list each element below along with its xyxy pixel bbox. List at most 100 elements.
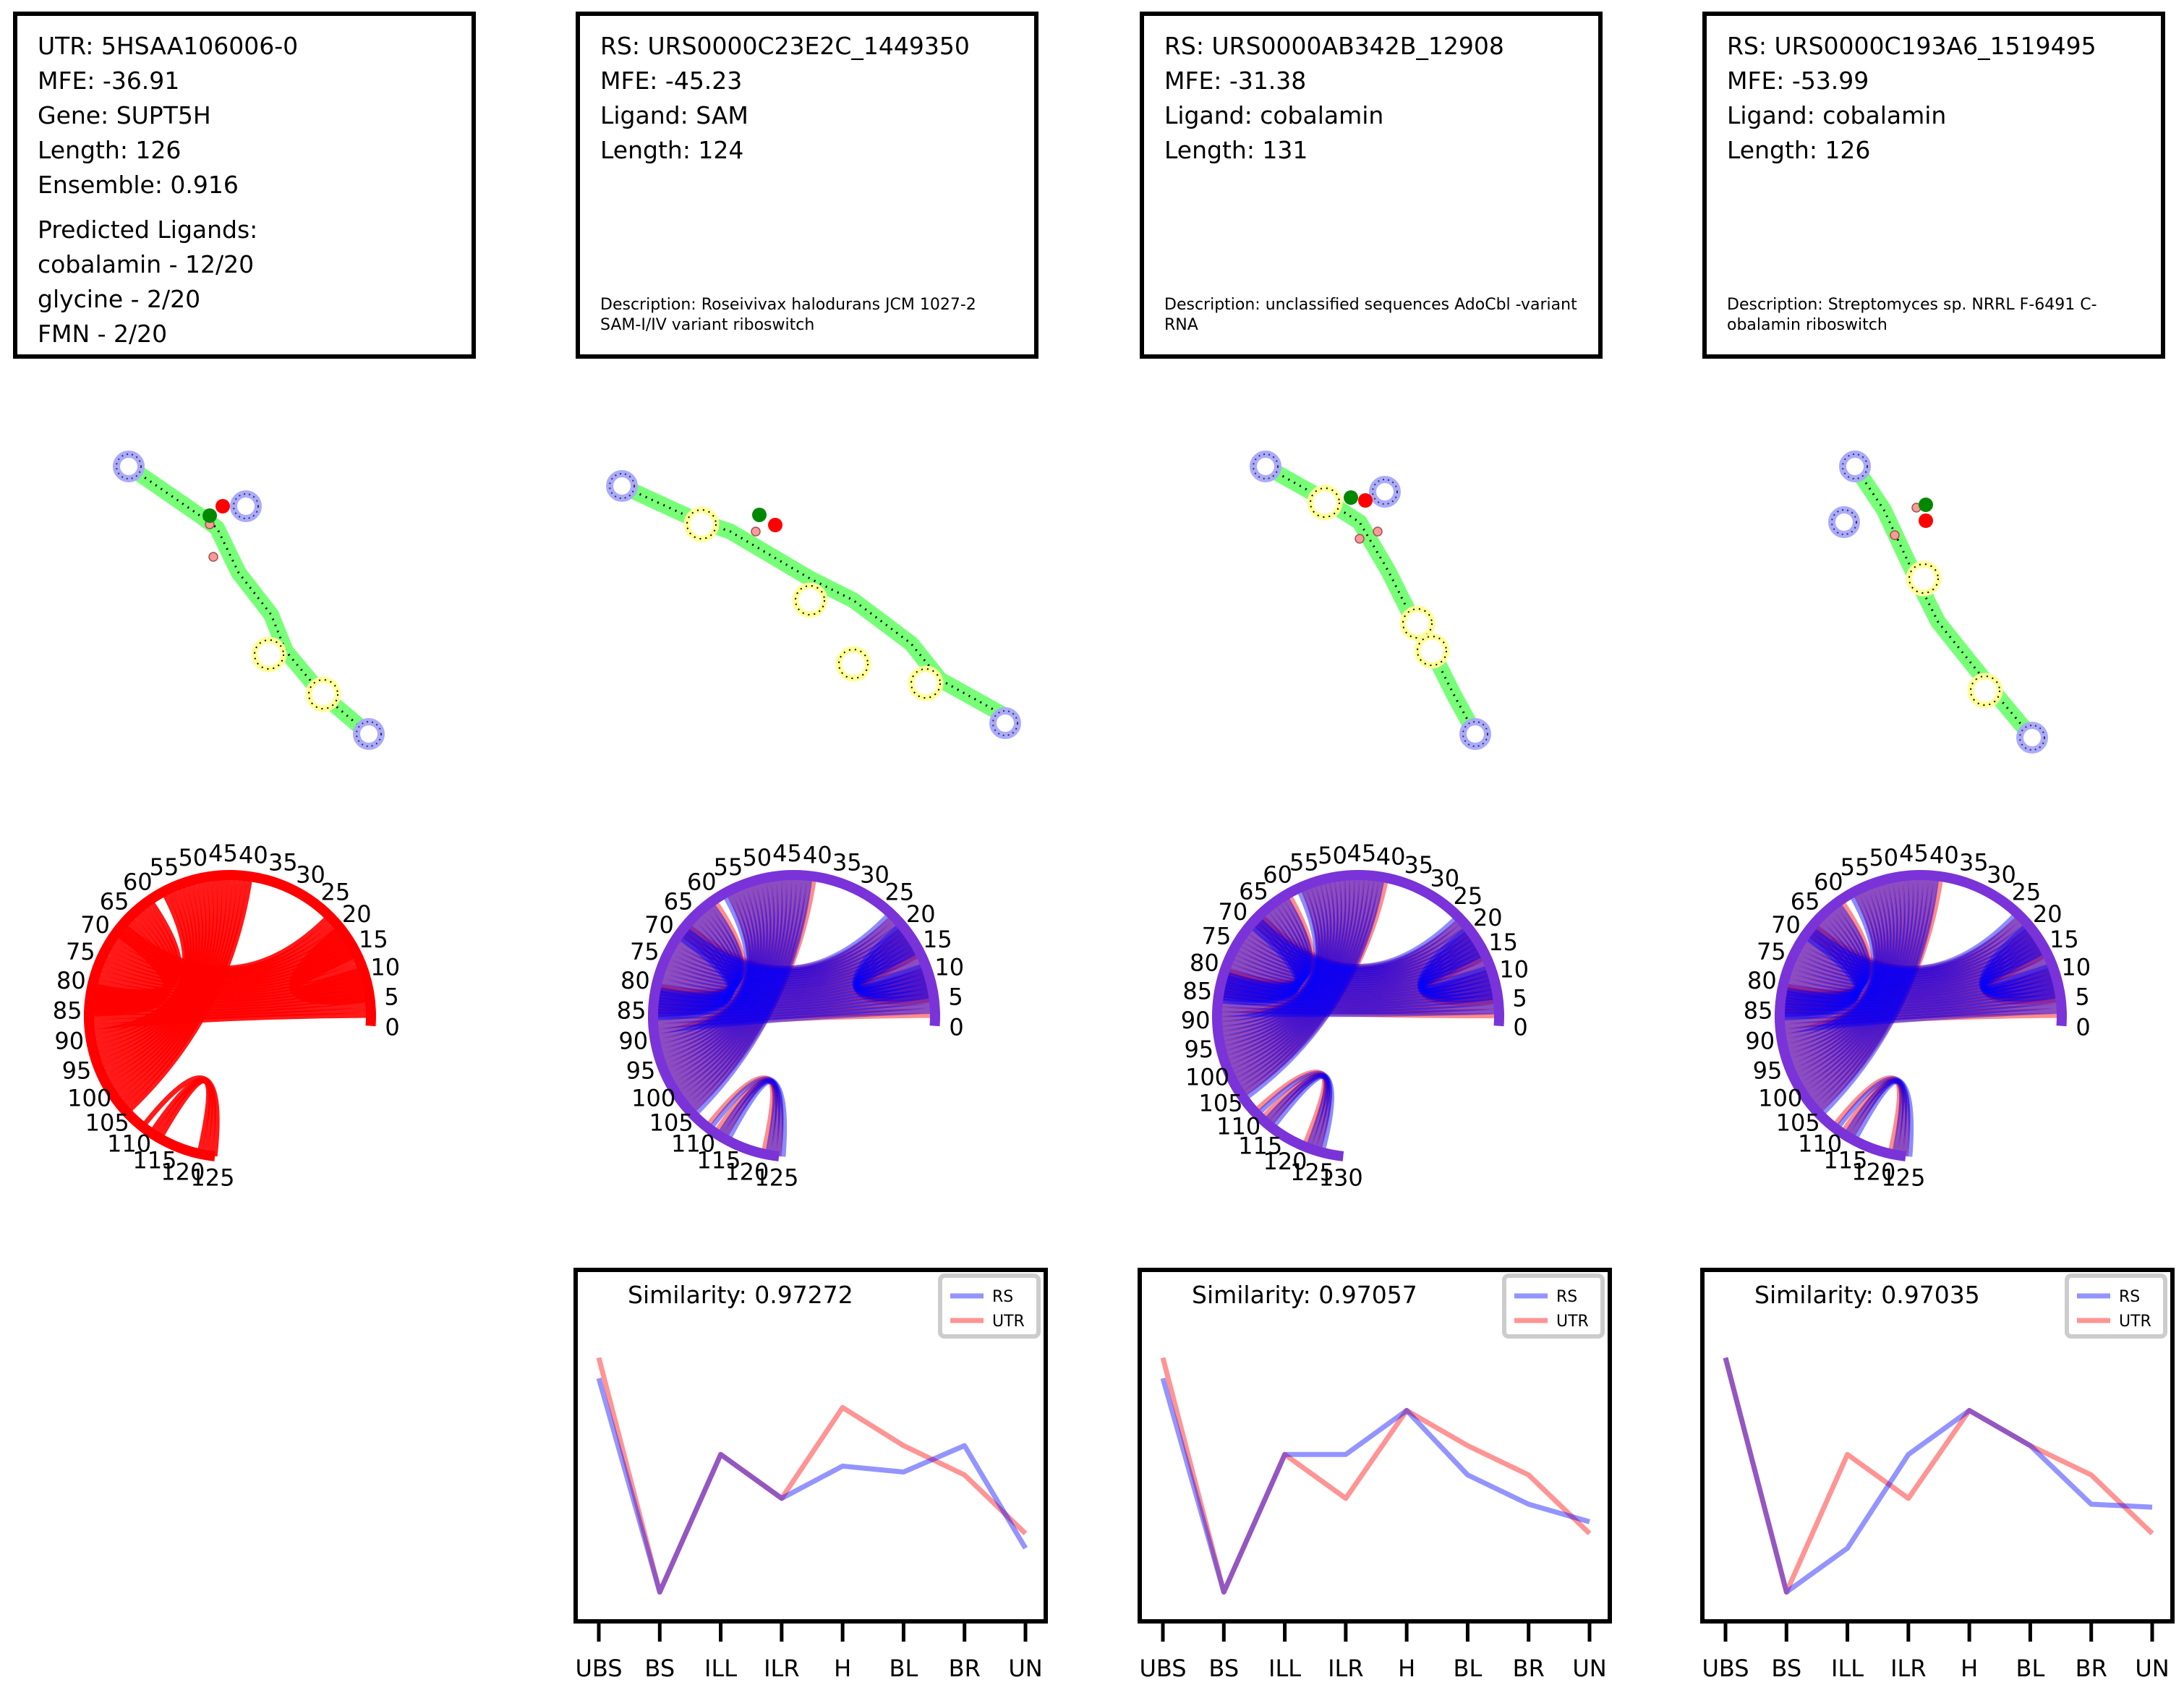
predicted-ligand: FMN - 2/20 — [38, 320, 168, 348]
base-pair-arc — [673, 875, 791, 1094]
base-pair-arc — [658, 952, 923, 994]
base-pair-arc — [1781, 890, 1879, 1045]
base-pair-arc — [1420, 945, 1496, 996]
backbone-ring — [1774, 870, 2067, 1161]
base-pair-dots — [1854, 466, 2034, 738]
rs-mfe: MFE: -45.23 — [600, 67, 743, 95]
base-pair-arc — [1805, 874, 1919, 1102]
base-pair-arc — [1982, 948, 2053, 990]
arc-position-label: 65 — [100, 888, 129, 916]
base-pair-arc — [1780, 921, 1863, 1012]
rs-mfe: MFE: -53.99 — [1727, 67, 1869, 95]
base-pair-arc — [679, 915, 896, 973]
base-pair-arc — [1852, 1079, 1905, 1156]
base-pair-arc — [655, 898, 746, 994]
base-pair-arc — [673, 875, 783, 1093]
interior-loop-bases — [795, 585, 825, 615]
base-pair-arc — [292, 952, 364, 992]
hairpin-loop-bases — [1831, 509, 1857, 535]
base-pair-arc — [653, 918, 737, 1008]
arc-position-label: 70 — [1219, 898, 1248, 926]
utr-arc-diagram: 0510152025303540455055606570758085909510… — [53, 840, 400, 1192]
base-pair-arc — [1255, 914, 1460, 969]
base-pair-arc — [1979, 925, 2062, 1005]
rna-structure-4 — [1828, 451, 2048, 754]
backbone-ring — [1211, 870, 1504, 1161]
arc-position-label: 55 — [714, 853, 743, 881]
base-pair-arc — [654, 900, 745, 997]
base-pair-arc — [1218, 991, 1499, 1010]
base-pair-arc — [1216, 887, 1319, 1022]
rs-description: Description: Roseivivax halodurans JCM 1… — [600, 296, 976, 334]
arc-position-label: 35 — [1404, 851, 1433, 879]
x-tick-label: BR — [1513, 1655, 1545, 1682]
arc-position-label: 115 — [132, 1146, 176, 1174]
base-pair-arc — [1240, 934, 1476, 979]
arc-position-label: 115 — [696, 1146, 741, 1174]
arc-position-label: 110 — [107, 1130, 151, 1158]
base-pair-arc — [652, 926, 735, 1015]
arc-position-label: 80 — [620, 967, 650, 994]
legend-box — [1502, 1274, 1605, 1339]
base-pair-arc — [654, 890, 752, 1045]
base-pair-arc — [1780, 888, 1881, 1041]
base-pair-arc — [1221, 897, 1312, 989]
hairpin-loop-bases — [356, 721, 382, 747]
multiloop-base — [1355, 534, 1365, 544]
base-pair-arc — [1782, 901, 1872, 997]
base-pair-arc — [652, 929, 734, 1018]
base-pair-arc — [653, 977, 931, 1008]
arc-position-label: 45 — [1347, 840, 1377, 867]
utr-series-line — [1723, 1357, 2154, 1595]
hairpin-loop-bases — [609, 473, 635, 499]
base-pair-arc — [654, 972, 930, 1005]
base-pair-arc — [1218, 879, 1332, 1038]
base-pair-arc — [1780, 1007, 2062, 1025]
base-pair-arc — [1780, 982, 2059, 1011]
base-pair-arc — [670, 876, 780, 1089]
base-pair-arc — [717, 1078, 778, 1156]
arc-position-label: 60 — [1814, 869, 1843, 896]
x-tick-label: UBS — [575, 1655, 622, 1682]
base-pair-arc — [664, 876, 775, 1076]
base-pair-arc — [1221, 876, 1339, 1057]
base-pair-arc — [1982, 947, 2057, 993]
similarity-chart-2: Similarity: 0.97057 RS UTR UBS BS ILL ILR H BL BR… — [1138, 1268, 1612, 1682]
base-pair-arc — [678, 874, 792, 1102]
base-pair-arc — [1983, 952, 2055, 992]
base-pair-arc — [1229, 950, 1486, 988]
legend-label: RS — [1556, 1288, 1577, 1306]
base-pair-arc — [1221, 900, 1310, 991]
base-pair-arc — [1217, 884, 1323, 1023]
base-pair-arc — [1803, 874, 1923, 1099]
base-pair-arc — [1779, 998, 2062, 1024]
rs-length: Length: 126 — [1727, 136, 1871, 164]
base-pair-arc — [1802, 925, 2032, 977]
arc-position-label: 35 — [832, 848, 862, 876]
base-pair-arc — [1812, 913, 2022, 971]
base-pair-arc — [1216, 1009, 1500, 1018]
base-pair-arc — [1219, 905, 1307, 995]
arc-position-label: 10 — [1499, 956, 1529, 984]
base-pair-arc — [1228, 874, 1364, 1076]
base-pair-arc — [1220, 906, 1306, 994]
base-pair-arc — [657, 966, 928, 999]
base-pair-arc — [1219, 984, 1497, 1004]
interior-loop-bases — [686, 509, 717, 539]
base-pair-arc — [676, 874, 796, 1099]
base-pair-arc — [1221, 876, 1346, 1057]
arc-position-label: 30 — [860, 861, 890, 889]
base-pair-arc — [1224, 892, 1315, 986]
base-pair-arc — [1780, 981, 2059, 1007]
base-pair-arc — [1848, 1078, 1903, 1155]
base-pair-arc — [1220, 981, 1498, 1004]
base-pair-arc — [1848, 1078, 1907, 1156]
arc-position-label: 40 — [1376, 843, 1406, 871]
base-pair-arc — [656, 962, 926, 999]
arc-position-label: 55 — [1840, 853, 1870, 881]
rs-ligand: Ligand: cobalamin — [1727, 101, 1947, 129]
base-pair-arc — [1812, 875, 1939, 1111]
base-pair-arc — [1779, 931, 1861, 1017]
x-tick-label: BL — [890, 1655, 918, 1682]
